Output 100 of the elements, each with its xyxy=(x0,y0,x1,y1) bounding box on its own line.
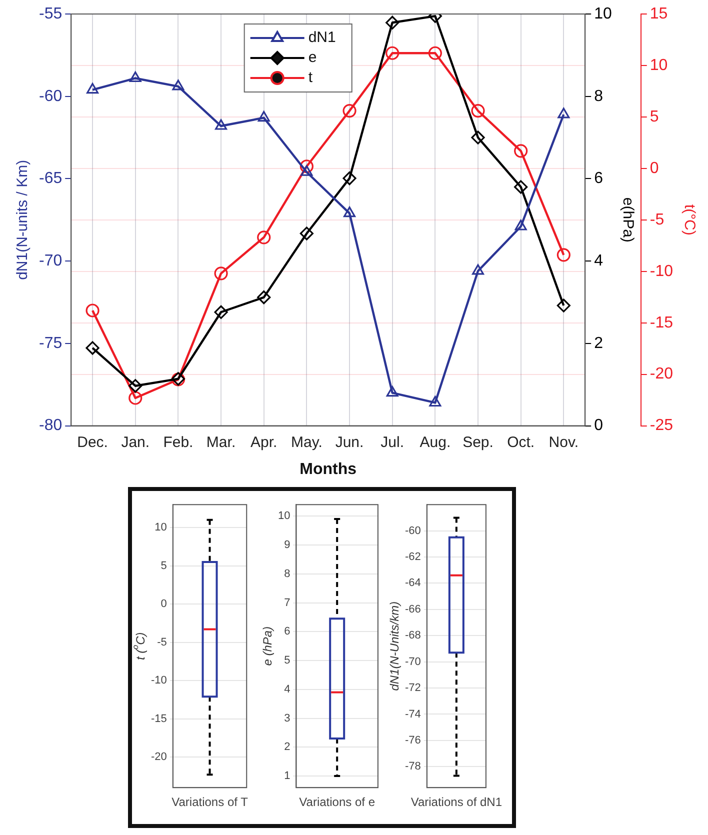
y-tick-label: -70 xyxy=(39,252,62,270)
point xyxy=(257,290,271,304)
point xyxy=(129,71,142,82)
point xyxy=(86,82,99,94)
y-tick-label: -60 xyxy=(39,88,62,105)
y-tick-label: -20 xyxy=(151,751,168,764)
point xyxy=(429,396,442,407)
point xyxy=(472,264,484,275)
y3-tick-label: -10 xyxy=(650,262,674,280)
point xyxy=(514,144,528,158)
y3-axis-title: t(°C) xyxy=(680,204,698,236)
point xyxy=(258,110,270,122)
point xyxy=(386,16,400,30)
y-tick-label: -55 xyxy=(39,5,62,22)
y-tick-label: -70 xyxy=(404,656,421,668)
point xyxy=(556,248,570,262)
x-tick-label: Sep. xyxy=(462,434,494,451)
point xyxy=(471,130,485,144)
legend-label: t xyxy=(308,69,314,86)
x-tick-label: Variations of dN1 xyxy=(410,795,502,810)
legend-label: dN1 xyxy=(308,29,336,46)
point xyxy=(386,386,398,397)
x-tick-label: Jun. xyxy=(335,434,364,451)
y-tick-label: 9 xyxy=(284,539,290,552)
y-tick-label: 7 xyxy=(284,596,290,609)
y-tick-label: 3 xyxy=(284,712,290,724)
y3-tick-label: -25 xyxy=(650,417,674,434)
x-tick-label: Apr. xyxy=(250,434,278,451)
point xyxy=(514,220,527,230)
point xyxy=(342,104,356,118)
point xyxy=(300,226,314,240)
x-tick-label: Jul. xyxy=(380,434,404,451)
point xyxy=(215,119,228,130)
point xyxy=(214,305,228,319)
point xyxy=(300,165,313,176)
y-axis-title: t (oC) xyxy=(132,632,148,660)
y2-tick-label: 4 xyxy=(594,252,604,270)
y-tick-label: -5 xyxy=(157,636,168,648)
y-tick-label: -64 xyxy=(404,577,421,590)
y-tick-label: -65 xyxy=(39,170,62,188)
x-tick-label: Jan. xyxy=(121,434,150,451)
point xyxy=(128,391,142,405)
y-axis-title: dN1(N-units / Km) xyxy=(14,160,32,280)
y-tick-label: -66 xyxy=(404,603,421,616)
y-tick-label: 6 xyxy=(284,626,290,638)
x-tick-label: Variations of e xyxy=(299,795,376,810)
y-tick-label: 8 xyxy=(284,568,290,580)
y2-tick-label: 2 xyxy=(594,334,604,352)
y-axis-title: e (hPa) xyxy=(260,626,274,666)
point xyxy=(342,172,356,186)
y2-tick-label: 6 xyxy=(594,170,604,188)
point xyxy=(558,108,570,118)
y-tick-label: 2 xyxy=(284,741,290,754)
point xyxy=(86,304,100,318)
y-tick-label: 4 xyxy=(284,683,290,696)
y-tick-label: -80 xyxy=(39,417,62,434)
point xyxy=(257,230,271,244)
y-tick-label: 10 xyxy=(278,510,290,522)
point xyxy=(386,46,400,60)
y-tick-label: -75 xyxy=(39,334,62,352)
x-tick-label: Nov. xyxy=(548,434,579,451)
y-tick-label: 10 xyxy=(154,522,168,534)
y-tick-label: 5 xyxy=(284,654,290,667)
point xyxy=(86,341,100,355)
x-tick-label: Dec. xyxy=(77,434,108,451)
x-tick-label: Variations of T xyxy=(172,795,249,810)
y-tick-label: -74 xyxy=(404,708,421,720)
x-tick-label: May. xyxy=(290,434,322,451)
x-tick-label: Mar. xyxy=(206,434,236,451)
y-tick-label: 5 xyxy=(161,560,168,572)
x-axis-title: Months xyxy=(300,460,357,478)
y-tick-label: -68 xyxy=(404,630,421,642)
point xyxy=(172,80,184,90)
y2-tick-label: 0 xyxy=(594,417,604,434)
point xyxy=(214,266,228,280)
y3-tick-label: 0 xyxy=(650,160,659,177)
y-axis-title: dN1(N-Units/km) xyxy=(386,601,401,691)
y3-tick-label: -15 xyxy=(650,314,674,332)
y-tick-label: -78 xyxy=(404,760,421,773)
y2-axis-title: e(hPa) xyxy=(620,197,637,242)
y-tick-label: -10 xyxy=(151,674,168,687)
y-tick-label: 1 xyxy=(284,770,290,782)
y3-tick-label: 15 xyxy=(650,5,668,22)
y-tick-label: -60 xyxy=(404,524,421,537)
point xyxy=(344,206,356,218)
point xyxy=(471,104,485,118)
y3-tick-label: -20 xyxy=(650,366,674,383)
point xyxy=(428,46,442,60)
point xyxy=(128,379,142,393)
x-tick-label: Oct. xyxy=(507,434,535,451)
y-tick-label: -62 xyxy=(404,551,421,564)
y2-tick-label: 10 xyxy=(594,5,612,22)
x-tick-label: Feb. xyxy=(163,434,194,451)
y3-tick-label: -5 xyxy=(650,211,664,228)
y2-tick-label: 8 xyxy=(594,88,604,105)
point xyxy=(300,160,314,174)
legend-label: e xyxy=(308,49,317,66)
y3-tick-label: 10 xyxy=(650,56,668,74)
point xyxy=(556,298,570,312)
x-tick-label: Aug. xyxy=(420,434,451,451)
